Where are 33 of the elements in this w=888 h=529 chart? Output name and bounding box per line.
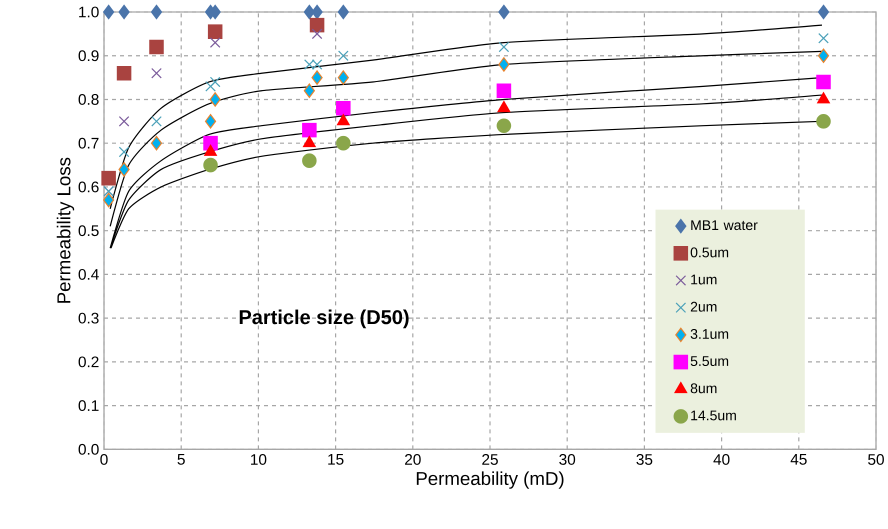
- legend-label: 5.5um: [690, 356, 728, 366]
- x-tick-label: 50: [868, 454, 884, 465]
- x-tick-label: 0: [100, 454, 108, 465]
- x-tick-label: 10: [251, 454, 266, 465]
- legend-label: 3.1um: [690, 329, 728, 339]
- y-tick-label: 0.2: [78, 356, 99, 368]
- y-tick-label: 0.9: [78, 50, 99, 62]
- y-tick-label: 0.4: [78, 268, 99, 280]
- legend-label: MB1 water: [691, 220, 758, 230]
- y-tick-label: 0.5: [78, 225, 99, 236]
- x-tick-label: 20: [405, 454, 421, 465]
- y-tick-label: 0.8: [78, 94, 99, 105]
- legend-label: 2um: [690, 302, 716, 312]
- y-tick-label: 0.7: [78, 138, 99, 149]
- y-tick-label: 0.0: [78, 444, 99, 455]
- x-tick-label: 35: [636, 454, 652, 465]
- legend-label: 14.5um: [691, 410, 736, 420]
- x-axis-title: Permeability (mD): [416, 471, 564, 489]
- x-tick-label: 30: [559, 454, 576, 465]
- y-tick-label: 0.6: [78, 182, 99, 192]
- x-tick-label: 25: [482, 454, 498, 465]
- x-tick-label: 40: [713, 454, 730, 465]
- text: Particle size (D50): [240, 310, 409, 328]
- x-tick-label: 45: [790, 454, 807, 465]
- legend-label: 1um: [691, 274, 716, 284]
- x-tick-label: 5: [178, 454, 185, 465]
- y-axis-title: Permeability Loss: [56, 158, 74, 303]
- y-tick-label: 0.3: [78, 312, 99, 324]
- y-tick-label: 0.1: [78, 400, 99, 412]
- x-tick-label: 15: [328, 454, 344, 465]
- y-tick-label: 1.0: [79, 6, 99, 18]
- legend-label: 0.5um: [690, 247, 728, 258]
- legend-label: 8um: [690, 383, 716, 394]
